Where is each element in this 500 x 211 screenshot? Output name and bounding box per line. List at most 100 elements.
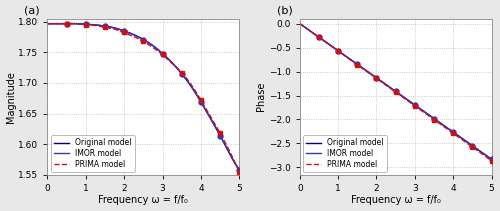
- Line: PRIMA model: PRIMA model: [300, 24, 492, 161]
- Original model: [306, 29, 312, 32]
- Line: IMOR model: IMOR model: [48, 24, 240, 170]
- IMOR model: [44, 22, 51, 25]
- PRIMA model: [479, 153, 485, 155]
- IMOR model: [159, 52, 165, 54]
- PRIMA model: [344, 57, 350, 59]
- Original model: [479, 151, 485, 154]
- Original model: [402, 97, 408, 100]
- PRIMA model: [159, 53, 165, 56]
- Original model: [440, 124, 446, 127]
- IMOR model: [236, 169, 242, 171]
- Original model: [450, 131, 456, 133]
- PRIMA model: [202, 106, 208, 108]
- Original model: [422, 111, 428, 113]
- PRIMA model: [326, 43, 332, 45]
- PRIMA model: [70, 22, 75, 25]
- Original model: [232, 162, 238, 165]
- PRIMA model: [297, 22, 303, 25]
- Original model: [297, 22, 303, 25]
- Original model: [460, 138, 466, 140]
- PRIMA model: [306, 29, 312, 32]
- Original model: [470, 145, 476, 147]
- Original model: [431, 117, 437, 120]
- Original model: [70, 22, 75, 25]
- PRIMA model: [422, 111, 428, 114]
- PRIMA model: [354, 64, 360, 66]
- IMOR model: [148, 43, 154, 46]
- Line: PRIMA model: PRIMA model: [48, 24, 240, 172]
- IMOR model: [306, 29, 312, 32]
- Original model: [136, 36, 142, 38]
- IMOR model: [70, 22, 75, 25]
- Text: (a): (a): [24, 6, 40, 16]
- IMOR model: [470, 145, 476, 147]
- IMOR model: [232, 162, 238, 165]
- Legend: Original model, IMOR model, PRIMA model: Original model, IMOR model, PRIMA model: [50, 135, 134, 172]
- X-axis label: Frequency ω = f/f₀: Frequency ω = f/f₀: [98, 195, 188, 206]
- IMOR model: [374, 77, 380, 79]
- Line: IMOR model: IMOR model: [300, 24, 492, 159]
- Original model: [344, 56, 350, 59]
- IMOR model: [383, 83, 389, 86]
- Original model: [383, 83, 389, 86]
- IMOR model: [422, 111, 428, 113]
- IMOR model: [412, 104, 418, 106]
- PRIMA model: [335, 50, 341, 52]
- IMOR model: [354, 63, 360, 66]
- PRIMA model: [316, 36, 322, 39]
- PRIMA model: [374, 77, 380, 80]
- IMOR model: [440, 124, 446, 127]
- IMOR model: [316, 36, 322, 38]
- IMOR model: [202, 108, 208, 110]
- PRIMA model: [232, 161, 238, 164]
- PRIMA model: [440, 125, 446, 128]
- IMOR model: [137, 37, 143, 39]
- IMOR model: [460, 138, 466, 140]
- PRIMA model: [460, 139, 466, 141]
- PRIMA model: [450, 132, 456, 135]
- PRIMA model: [402, 98, 408, 100]
- PRIMA model: [136, 38, 142, 40]
- Y-axis label: Magnitude: Magnitude: [6, 71, 16, 123]
- PRIMA model: [364, 70, 370, 73]
- PRIMA model: [488, 160, 494, 162]
- IMOR model: [488, 158, 494, 161]
- IMOR model: [344, 56, 350, 59]
- PRIMA model: [383, 84, 389, 87]
- IMOR model: [431, 117, 437, 120]
- Original model: [44, 22, 51, 25]
- Line: Original model: Original model: [48, 24, 240, 170]
- Original model: [202, 108, 208, 110]
- Original model: [392, 90, 398, 93]
- PRIMA model: [236, 171, 242, 173]
- IMOR model: [364, 70, 370, 72]
- IMOR model: [402, 97, 408, 100]
- Original model: [335, 49, 341, 52]
- PRIMA model: [392, 91, 398, 93]
- PRIMA model: [148, 45, 154, 48]
- PRIMA model: [44, 22, 51, 25]
- IMOR model: [450, 131, 456, 133]
- PRIMA model: [470, 146, 476, 148]
- X-axis label: Frequency ω = f/f₀: Frequency ω = f/f₀: [350, 195, 440, 206]
- IMOR model: [335, 49, 341, 52]
- Original model: [364, 70, 370, 72]
- Original model: [148, 43, 154, 46]
- IMOR model: [326, 43, 332, 45]
- Original model: [326, 43, 332, 45]
- IMOR model: [136, 36, 142, 38]
- Original model: [354, 63, 360, 66]
- Legend: Original model, IMOR model, PRIMA model: Original model, IMOR model, PRIMA model: [303, 135, 387, 172]
- IMOR model: [392, 90, 398, 93]
- Text: (b): (b): [276, 6, 292, 16]
- Original model: [137, 37, 143, 39]
- PRIMA model: [431, 118, 437, 121]
- Original model: [412, 104, 418, 106]
- Original model: [316, 36, 322, 38]
- IMOR model: [479, 151, 485, 154]
- Original model: [236, 169, 242, 171]
- Original model: [488, 158, 494, 161]
- Original model: [374, 77, 380, 79]
- PRIMA model: [412, 105, 418, 107]
- IMOR model: [297, 22, 303, 25]
